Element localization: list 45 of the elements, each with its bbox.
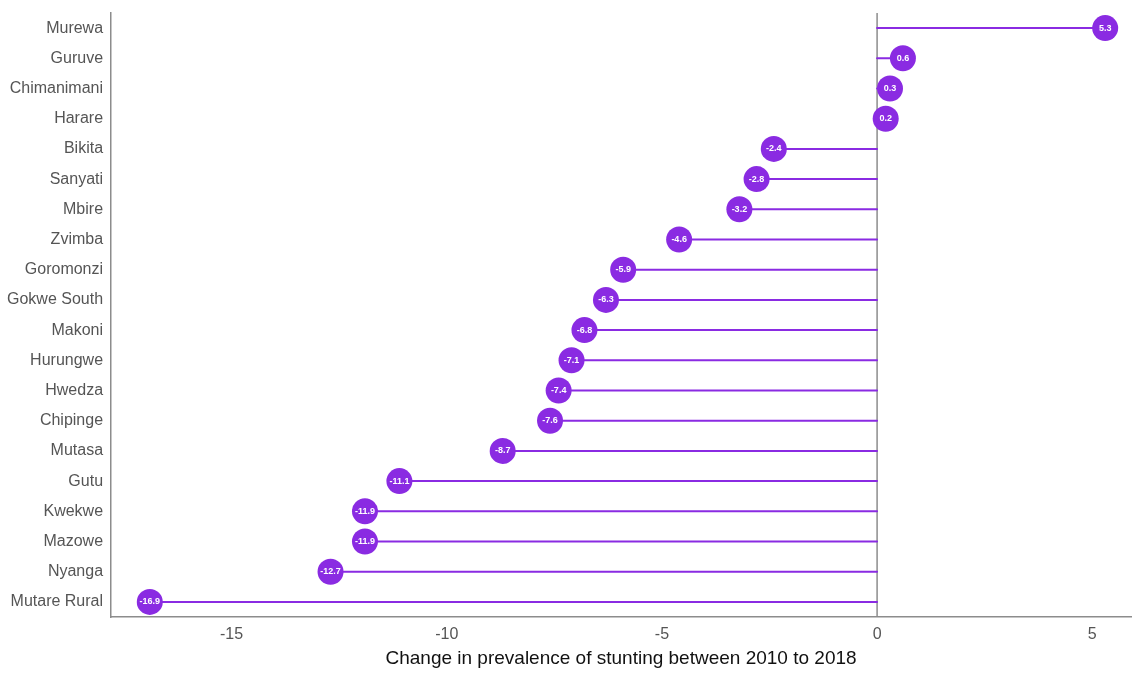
y-tick-label: Chipinge: [39, 411, 104, 429]
y-tick-label: Murewa: [46, 18, 104, 36]
data-label: -11.1: [389, 475, 410, 486]
y-tick-label: Gokwe South: [6, 290, 104, 308]
data-label: -5.9: [615, 264, 631, 275]
y-tick-label: Guruve: [50, 48, 104, 66]
y-tick-label: Hurungwe: [30, 350, 104, 368]
y-tick-label: Chimanimani: [9, 78, 104, 96]
data-label: -7.6: [542, 415, 558, 426]
y-tick-label: Bikita: [63, 139, 104, 157]
data-label: 0.6: [896, 52, 910, 63]
data-label: -16.9: [139, 596, 161, 607]
y-tick-label: Nyanga: [47, 562, 104, 580]
data-label: -4.6: [671, 233, 687, 244]
data-label: -8.7: [494, 445, 511, 456]
y-tick-label: Harare: [54, 109, 104, 127]
data-label: -12.7: [320, 566, 341, 577]
x-axis-title: Change in prevalence of stunting between 2010 to 2018: [385, 646, 857, 668]
data-label: -6.8: [576, 324, 593, 335]
y-tick-label: Mbire: [63, 199, 104, 217]
x-tick-label: -5: [654, 625, 670, 643]
y-tick-label: Sanyati: [49, 169, 104, 187]
y-tick-label: Gutu: [68, 471, 104, 489]
x-tick-label: 0: [872, 625, 882, 643]
data-label: -2.8: [748, 173, 765, 184]
y-tick-label: Mutare Rural: [10, 592, 104, 610]
y-tick-label: Zvimba: [50, 229, 104, 247]
data-label: -11.9: [354, 505, 375, 516]
y-tick-label: Mazowe: [43, 531, 104, 549]
x-tick-label: -10: [435, 625, 459, 643]
data-label: 5.3: [1098, 22, 1112, 33]
y-tick-label: Goromonzi: [24, 260, 104, 278]
data-label: -2.4: [766, 143, 782, 154]
x-tick-label: 5: [1087, 625, 1097, 643]
data-label: -3.2: [731, 203, 748, 214]
y-tick-label: Makoni: [51, 320, 104, 338]
y-tick-label: Mutasa: [50, 441, 104, 459]
data-label: -7.1: [563, 354, 580, 365]
data-label: 0.2: [879, 113, 892, 124]
x-tick-label: -15: [219, 625, 244, 643]
y-tick-label: Kwekwe: [43, 501, 104, 519]
y-tick-label: Hwedza: [45, 380, 104, 398]
data-label: -6.3: [598, 294, 614, 305]
data-label: -11.9: [354, 535, 375, 546]
data-label: -7.4: [550, 384, 567, 395]
